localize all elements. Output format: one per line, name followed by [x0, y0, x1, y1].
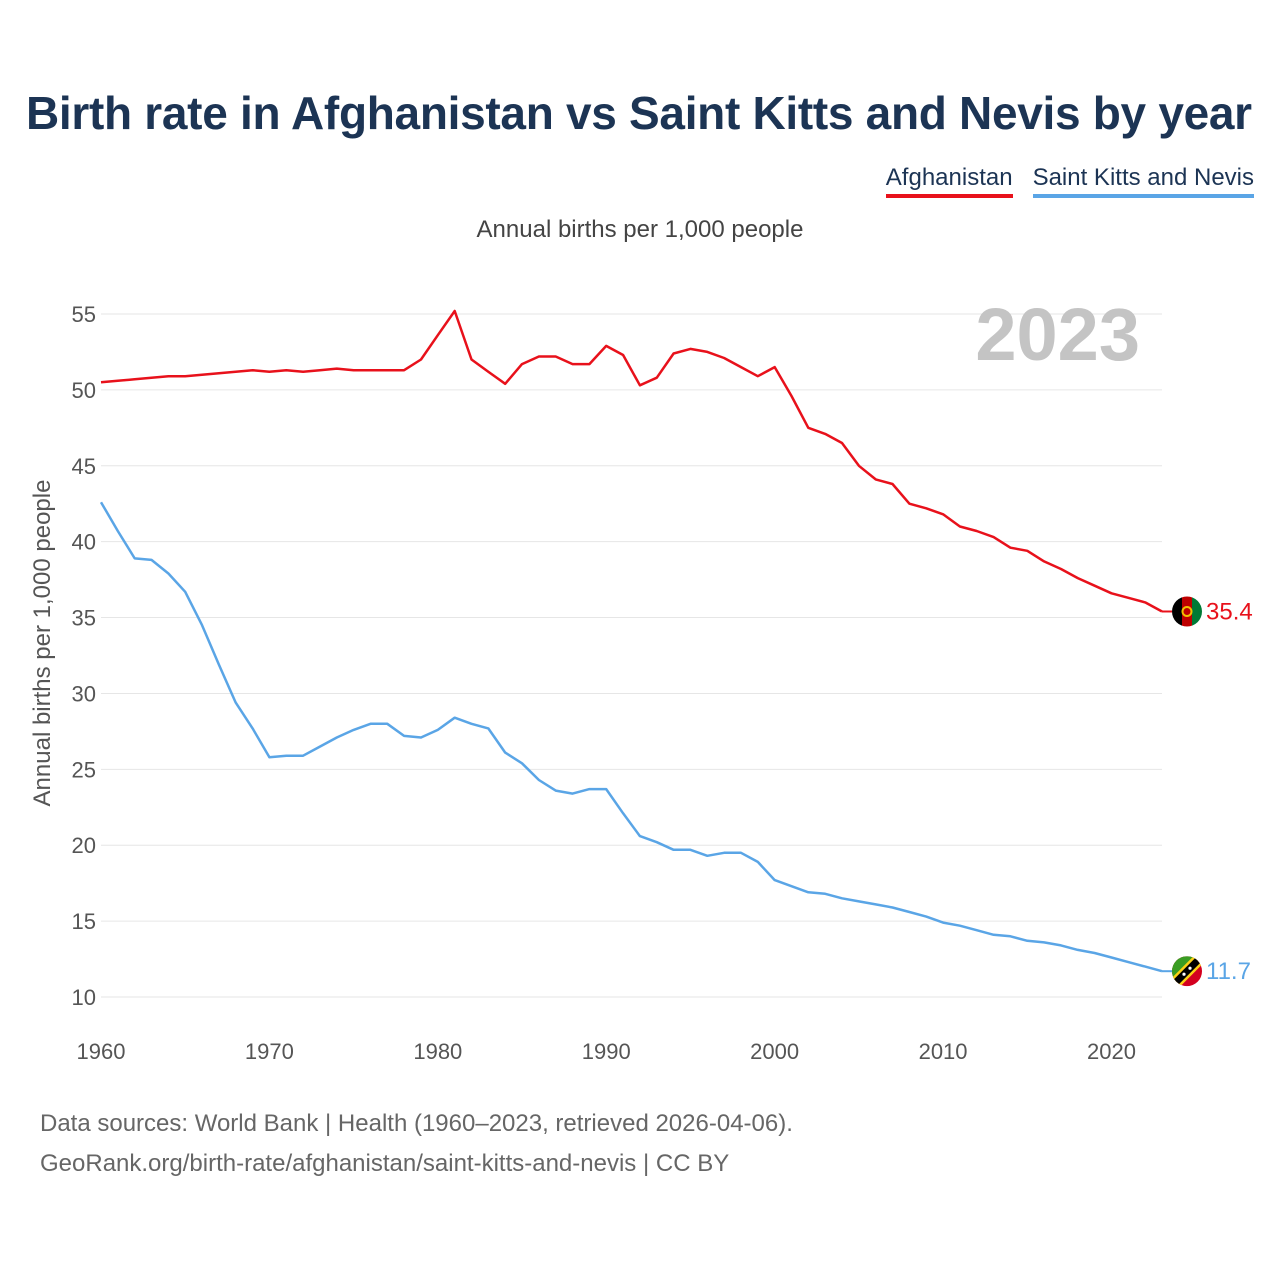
x-tick-label: 1970 [245, 1039, 294, 1064]
x-tick-label: 1960 [77, 1039, 126, 1064]
y-tick-label: 50 [72, 378, 96, 403]
y-tick-label: 15 [72, 909, 96, 934]
y-tick-label: 25 [72, 757, 96, 782]
legend-item-saint-kitts-and-nevis[interactable]: Saint Kitts and Nevis [1032, 164, 1254, 198]
footer: Data sources: World Bank | Health (1960–… [40, 1104, 793, 1184]
y-tick-label: 10 [72, 985, 96, 1010]
y-axis-ticks: 10 15 20 25 30 35 40 45 50 55 [72, 302, 96, 1010]
line-chart: 10 15 20 25 30 35 40 45 50 55 1960 1970 1980 1990 200… [29, 293, 1253, 1064]
afghanistan-flag-icon [1172, 596, 1202, 627]
legend-item-afghanistan[interactable]: Afghanistan [885, 164, 1013, 198]
footer-source: Data sources: World Bank | Health (1960–… [40, 1110, 793, 1137]
y-tick-label: 35 [72, 606, 96, 631]
series-line-saint-kitts-and-nevis[interactable] [99, 501, 1163, 973]
chart-subtitle: Annual births per 1,000 people [476, 216, 804, 243]
y-tick-label: 45 [72, 454, 96, 479]
x-tick-label: 1980 [413, 1039, 462, 1064]
x-axis-ticks: 1960 1970 1980 1990 2000 2010 2020 [77, 1039, 1136, 1064]
y-tick-label: 30 [72, 681, 96, 706]
x-tick-label: 2000 [750, 1039, 799, 1064]
y-axis-label: Annual births per 1,000 people [29, 480, 56, 807]
end-value-label-saint-kitts-and-nevis: 11.7 [1206, 958, 1251, 985]
grid-lines [101, 313, 1162, 998]
chart-title: Birth rate in Afghanistan vs Saint Kitts… [26, 87, 1252, 139]
end-value-label-afghanistan: 35.4 [1206, 598, 1253, 625]
x-tick-label: 1990 [582, 1039, 631, 1064]
legend: Afghanistan Saint Kitts and Nevis [885, 164, 1254, 198]
year-watermark: 2023 [975, 293, 1140, 376]
footer-url[interactable]: GeoRank.org/birth-rate/afghanistan/saint… [40, 1150, 730, 1177]
x-tick-label: 2020 [1087, 1039, 1136, 1064]
series-line-afghanistan[interactable] [100, 309, 1163, 613]
y-tick-label: 55 [72, 302, 96, 327]
series-layer [99, 309, 1163, 973]
end-markers: 35.4 11.7 [1162, 596, 1253, 987]
y-tick-label: 40 [72, 530, 96, 555]
saint-kitts-and-nevis-flag-icon [1172, 956, 1202, 987]
y-tick-label: 20 [72, 833, 96, 858]
x-tick-label: 2010 [919, 1039, 968, 1064]
